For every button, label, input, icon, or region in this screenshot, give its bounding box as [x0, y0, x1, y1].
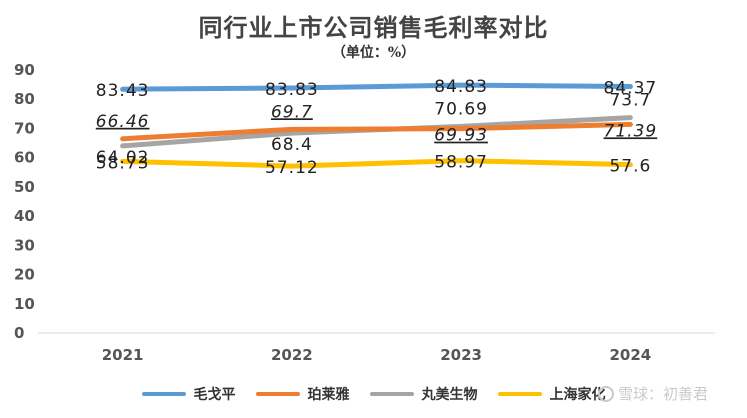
watermark: 雪球：初善君: [598, 383, 708, 404]
chart-legend: 毛戈平 珀莱雅 丸美生物 上海家化: [0, 384, 747, 404]
legend-item[interactable]: 上海家化: [497, 384, 606, 404]
snowball-icon: [598, 385, 614, 402]
legend-label: 毛戈平: [193, 387, 236, 403]
data-label: 57.12: [265, 158, 319, 178]
data-label: 71.39: [604, 121, 658, 141]
data-label: 66.46: [96, 112, 150, 132]
chart-title: 同行业上市公司销售毛利率对比: [198, 13, 549, 42]
legend-label: 上海家化: [549, 387, 606, 403]
y-tick-label: 40: [14, 207, 35, 225]
y-tick-label: 0: [14, 324, 24, 342]
series-line: [120, 158, 633, 169]
y-tick-label: 50: [14, 178, 35, 196]
data-label: 64.02: [96, 148, 150, 168]
x-tick-label: 2021: [102, 346, 144, 364]
legend-label: 丸美生物: [421, 387, 478, 403]
y-tick-label: 10: [14, 295, 35, 313]
y-tick-label: 80: [14, 90, 35, 108]
data-label: 69.93: [434, 126, 488, 146]
y-tick-label: 60: [14, 149, 35, 167]
legend-swatch: [369, 392, 414, 396]
legend-swatch: [141, 392, 186, 396]
series-line: [120, 82, 633, 92]
data-label: 58.97: [434, 153, 488, 173]
data-label: 73.7: [609, 91, 651, 111]
x-tick-label: 2024: [610, 346, 652, 364]
legend-swatch: [255, 392, 300, 396]
data-label: 83.83: [265, 80, 319, 100]
series-line: [120, 115, 633, 149]
data-label: 83.43: [96, 81, 150, 101]
x-tick-label: 2023: [440, 346, 482, 364]
chart-subtitle: （单位：%）: [331, 45, 416, 61]
y-tick-label: 70: [14, 119, 35, 137]
legend-item[interactable]: 毛戈平: [141, 384, 236, 404]
x-tick-label: 2022: [271, 346, 313, 364]
data-label: 57.6: [609, 157, 651, 177]
legend-item[interactable]: 珀莱雅: [255, 384, 350, 404]
data-label: 84.37: [604, 78, 658, 98]
data-label: 58.73: [96, 153, 150, 173]
data-label: 70.69: [434, 99, 488, 119]
legend-label: 珀莱雅: [307, 387, 350, 403]
series-line: [120, 121, 633, 142]
y-tick-label: 20: [14, 266, 35, 284]
data-label: 68.4: [271, 135, 313, 155]
data-label: 84.83: [434, 77, 488, 97]
legend-item[interactable]: 丸美生物: [369, 384, 478, 404]
watermark-text: 雪球：初善君: [618, 385, 709, 403]
y-tick-label: 90: [14, 61, 35, 79]
legend-swatch: [497, 392, 542, 396]
data-label: 69.7: [271, 102, 313, 122]
y-tick-label: 30: [14, 236, 35, 254]
